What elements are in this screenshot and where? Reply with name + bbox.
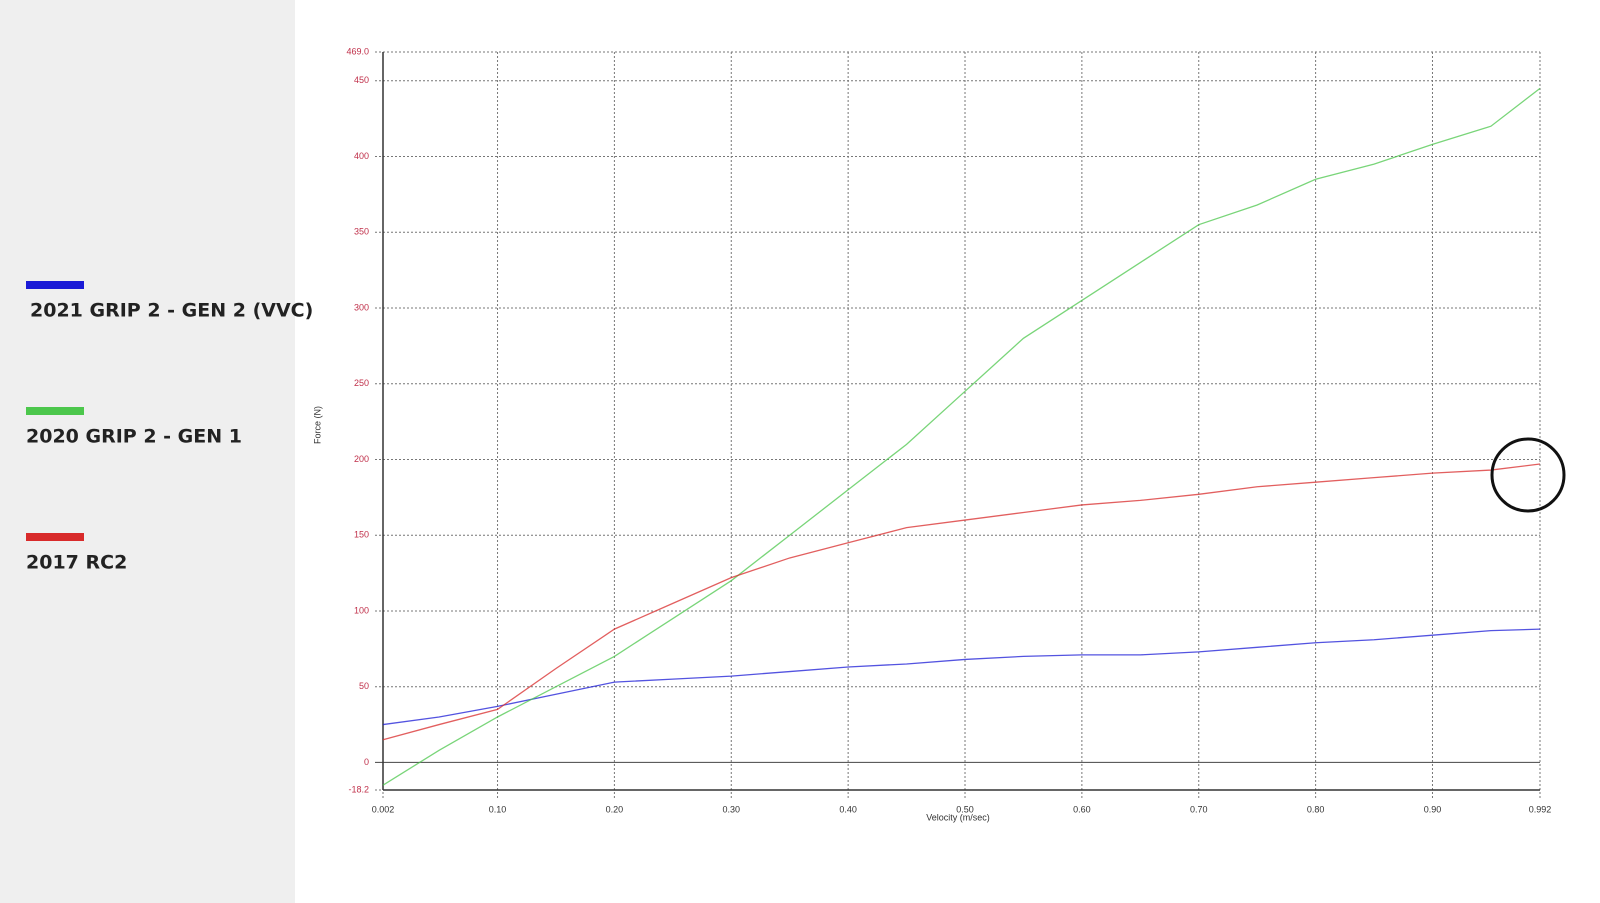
x-tick-label: 0.20 bbox=[606, 804, 624, 814]
y-tick-label: 300 bbox=[354, 302, 369, 312]
legend-swatch bbox=[26, 281, 84, 289]
y-tick-label: 350 bbox=[354, 227, 369, 237]
legend-label: 2021 GRIP 2 - GEN 2 (VVC) bbox=[30, 300, 313, 322]
y-tick-label: 100 bbox=[354, 605, 369, 615]
legend-swatch bbox=[26, 407, 84, 415]
y-axis-title: Force (N) bbox=[312, 406, 322, 444]
x-tick-label: 0.10 bbox=[489, 804, 507, 814]
x-tick-label: 0.70 bbox=[1190, 804, 1208, 814]
y-tick-label: -18.2 bbox=[348, 784, 369, 794]
y-tick-label: 0 bbox=[364, 757, 369, 767]
y-tick-label: 200 bbox=[354, 454, 369, 464]
y-tick-label: 150 bbox=[354, 530, 369, 540]
x-tick-label: 0.992 bbox=[1529, 804, 1552, 814]
legend-label: 2017 RC2 bbox=[26, 552, 127, 574]
legend-panel bbox=[0, 0, 295, 903]
legend-swatch bbox=[26, 533, 84, 541]
x-tick-label: 0.002 bbox=[372, 804, 395, 814]
x-tick-label: 0.30 bbox=[723, 804, 741, 814]
x-tick-label: 0.90 bbox=[1424, 804, 1442, 814]
y-tick-label: 450 bbox=[354, 75, 369, 85]
x-tick-label: 0.80 bbox=[1307, 804, 1325, 814]
highlight-circle bbox=[1490, 437, 1566, 513]
x-axis-title: Velocity (m/sec) bbox=[926, 812, 990, 822]
x-tick-label: 0.40 bbox=[839, 804, 857, 814]
x-tick-label: 0.50 bbox=[956, 804, 974, 814]
series-line bbox=[382, 628, 1541, 726]
x-tick-label: 0.60 bbox=[1073, 804, 1091, 814]
legend-label: 2020 GRIP 2 - GEN 1 bbox=[26, 426, 242, 448]
y-tick-label: 400 bbox=[354, 151, 369, 161]
series-line bbox=[382, 87, 1541, 786]
y-tick-label: 469.0 bbox=[346, 46, 369, 56]
y-tick-label: 250 bbox=[354, 378, 369, 388]
series-line bbox=[382, 463, 1541, 741]
y-tick-label: 50 bbox=[359, 681, 369, 691]
